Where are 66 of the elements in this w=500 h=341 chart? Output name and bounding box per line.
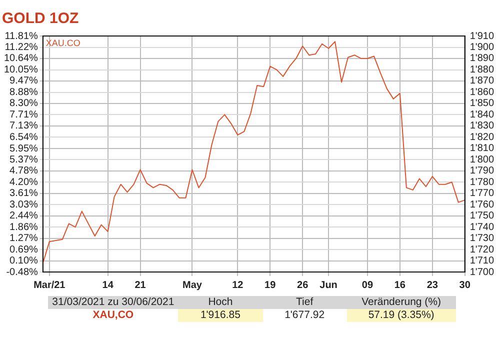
text: 31/03/2021 zu 30/06/2021 xyxy=(48,296,178,309)
y2-tick-label: 1'900 xyxy=(470,42,494,53)
text: Tief xyxy=(262,296,347,309)
x-tick-label: 09 xyxy=(362,280,374,291)
y2-tick-label: 1'730 xyxy=(470,233,494,244)
y-tick-label: 3.61% xyxy=(10,188,38,200)
x-tick-label: 26 xyxy=(297,280,309,291)
y-tick-label: 0.10% xyxy=(10,256,38,267)
x-tick-label: 30 xyxy=(459,280,471,291)
y-tick-label: 7.13% xyxy=(10,120,38,132)
x-tick-label: 14 xyxy=(102,280,114,291)
y-tick-label: 4.20% xyxy=(10,176,38,188)
y2-tick-label: 1'910 xyxy=(470,30,494,42)
y2-tick-label: 1'860 xyxy=(470,86,494,98)
y-tick-label: 0.69% xyxy=(10,244,38,256)
y2-tick-label: 1'740 xyxy=(470,222,494,233)
y2-tick-label: 1'780 xyxy=(470,176,494,188)
text: 57.19 (3.35%) xyxy=(346,309,456,322)
y2-tick-label: 1'870 xyxy=(470,76,494,87)
y2-tick-label: 1'830 xyxy=(470,120,494,132)
y2-tick-label: 1'880 xyxy=(470,64,494,76)
chart-title: GOLD 1OZ xyxy=(2,10,79,28)
y-tick-label: 1.27% xyxy=(10,233,38,244)
y2-tick-label: 1'790 xyxy=(470,166,494,177)
y-tick-label: 9.47% xyxy=(10,76,38,87)
y-tick-label: 4.78% xyxy=(10,166,38,177)
y-tick-label: 8.30% xyxy=(10,98,38,110)
text: XAU.CO xyxy=(46,38,80,48)
x-tick-label: 21 xyxy=(134,280,146,291)
y-tick-label: 5.37% xyxy=(10,154,38,166)
text: XAU,CO xyxy=(48,309,178,322)
y-tick-label: 1.86% xyxy=(10,222,38,233)
y2-tick-label: 1'850 xyxy=(470,98,494,110)
y-tick-label: 10.64% xyxy=(4,53,38,64)
x-tick-label: 23 xyxy=(426,280,438,291)
y2-tick-label: 1'840 xyxy=(470,109,494,120)
x-tick-label: 19 xyxy=(264,280,276,291)
y2-tick-label: 1'820 xyxy=(470,132,494,143)
y-tick-label: 3.03% xyxy=(10,199,38,210)
y-tick-label: 11.22% xyxy=(4,42,38,54)
y2-tick-label: 1'770 xyxy=(470,188,494,200)
y2-tick-label: 1'800 xyxy=(470,154,494,166)
x-tick-label: Mar/21 xyxy=(34,280,66,291)
y2-tick-label: 1'710 xyxy=(470,256,494,267)
y2-tick-label: 1'810 xyxy=(470,143,494,154)
text: Hoch xyxy=(178,296,262,309)
y2-tick-label: 1'700 xyxy=(470,266,494,278)
text: 1'677.92 xyxy=(262,309,347,322)
y2-tick-label: 1'760 xyxy=(470,199,494,210)
text: 1'916.85 xyxy=(178,309,262,322)
y-tick-label: 7.71% xyxy=(10,109,38,120)
y-tick-label: 5.95% xyxy=(10,143,38,154)
x-tick-label: Jun xyxy=(320,280,338,291)
y2-tick-label: 1'750 xyxy=(470,210,494,222)
y-tick-label: 8.88% xyxy=(10,87,38,98)
text: Veränderung (%) xyxy=(346,296,456,309)
x-tick-label: 16 xyxy=(394,280,406,291)
y-tick-label: 11.81% xyxy=(4,30,38,42)
y2-tick-label: 1'720 xyxy=(470,244,494,256)
y-tick-label: 6.54% xyxy=(10,132,38,143)
y-tick-label: 10.05% xyxy=(4,64,38,76)
y-tick-label: -0.48% xyxy=(6,266,38,278)
y2-tick-label: 1'890 xyxy=(470,53,494,64)
y-tick-label: 2.44% xyxy=(10,210,38,222)
x-tick-label: 12 xyxy=(232,280,244,291)
x-tick-label: May xyxy=(182,280,202,291)
